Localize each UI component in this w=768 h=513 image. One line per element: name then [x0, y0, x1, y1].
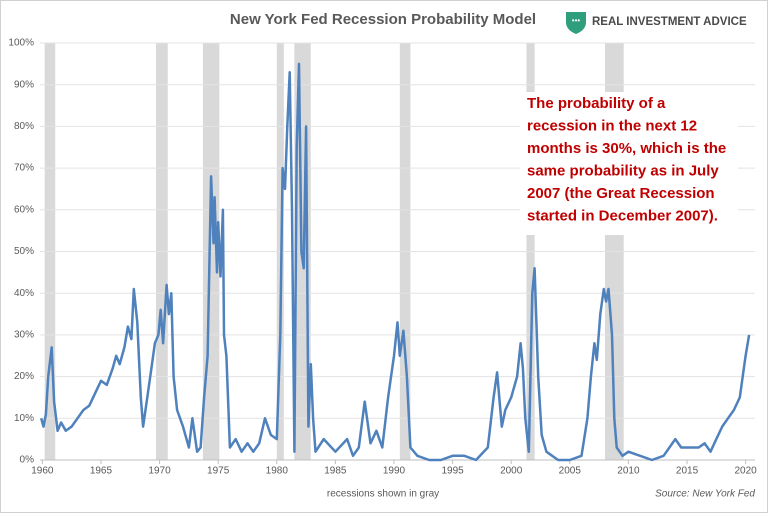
annotation-line: 2007 (the Great Recession [527, 185, 715, 202]
annotation-line: started in December 2007). [527, 207, 718, 224]
x-axis-label: recessions shown in gray [327, 489, 439, 500]
logo-dots: ••• [572, 16, 581, 25]
annotation-line: months is 30%, which is the [527, 140, 726, 157]
x-tick-label: 1995 [441, 466, 464, 477]
x-tick-label: 1970 [148, 466, 171, 477]
x-tick-label: 1965 [90, 466, 113, 477]
y-tick-label: 70% [14, 163, 34, 174]
y-tick-label: 40% [14, 288, 34, 299]
annotation-box [520, 92, 738, 235]
x-tick-label: 1990 [383, 466, 406, 477]
x-tick-label: 2015 [676, 466, 699, 477]
y-tick-label: 0% [20, 455, 35, 466]
y-tick-label: 50% [14, 246, 34, 257]
x-tick-label: 1985 [324, 466, 347, 477]
y-tick-label: 100% [8, 38, 34, 49]
y-tick-label: 30% [14, 330, 34, 341]
grid: 0% 10% 20% 30% 40% 50% 60% 70% 80% 90% 100% 1960 196… [8, 38, 757, 477]
annotation-line: same probability as in July [527, 162, 719, 179]
source: Source: New York Fed [655, 489, 755, 500]
annotation-line: The probability of a [527, 95, 666, 112]
brand-logo: ••• REAL INVESTMENT ADVICE [566, 12, 747, 34]
y-tick-label: 60% [14, 204, 34, 215]
x-tick-label: 2020 [734, 466, 757, 477]
chart-title: New York Fed Recession Probability Model [230, 11, 536, 28]
annotation: The probability of a recession in the nex… [527, 95, 726, 225]
y-tick-label: 90% [14, 79, 34, 90]
x-tick-label: 2005 [559, 466, 582, 477]
x-tick-label: 2010 [617, 466, 640, 477]
annotation-line: recession in the next 12 [527, 117, 697, 134]
y-tick-label: 80% [14, 121, 34, 132]
y-tick-label: 20% [14, 371, 34, 382]
x-tick-label: 1960 [31, 466, 54, 477]
logo-shield [566, 12, 586, 34]
series-line [39, 62, 751, 462]
x-tick-label: 1980 [266, 466, 289, 477]
x-tick-label: 1975 [207, 466, 230, 477]
brand-name: REAL INVESTMENT ADVICE [592, 16, 747, 28]
y-tick-label: 10% [14, 413, 34, 424]
plot [39, 62, 751, 462]
x-tick-label: 2000 [500, 466, 523, 477]
